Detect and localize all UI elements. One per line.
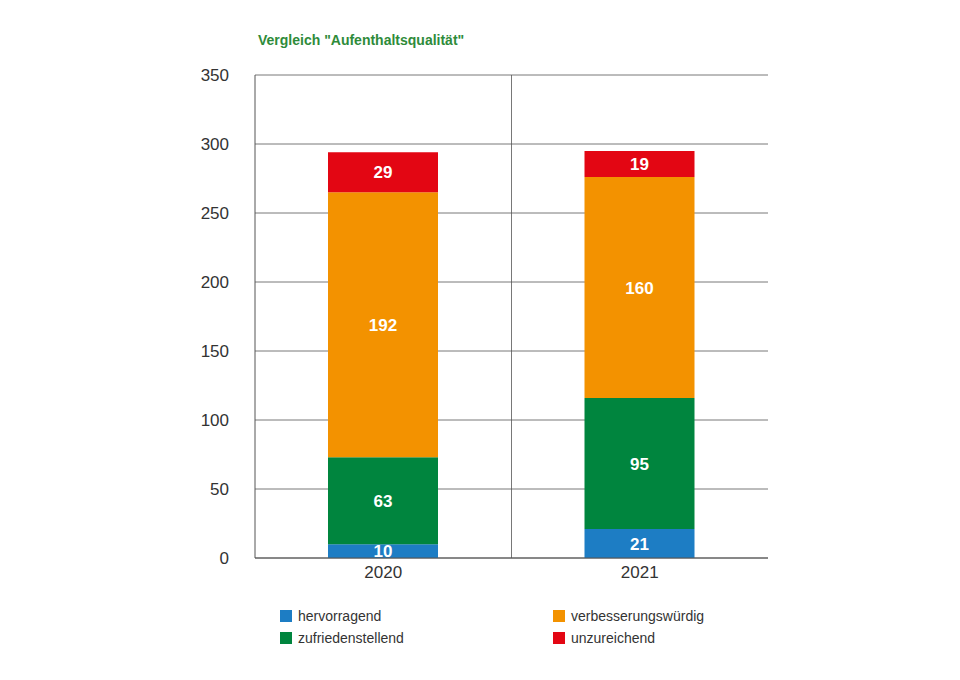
svg-text:100: 100 bbox=[201, 411, 229, 430]
html-text:zufriedenstellend: zufriedenstellend bbox=[298, 630, 404, 646]
svg-text:350: 350 bbox=[201, 66, 229, 85]
svg-text:95: 95 bbox=[630, 455, 649, 474]
svg-text:50: 50 bbox=[210, 480, 229, 499]
html-text:Vergleich "Aufenthaltsqualität: Vergleich "Aufenthaltsqualität" bbox=[258, 32, 465, 48]
svg-text:63: 63 bbox=[374, 492, 393, 511]
svg-text:10: 10 bbox=[374, 542, 393, 561]
svg-text:19: 19 bbox=[630, 155, 649, 174]
svg-text:2021: 2021 bbox=[621, 563, 659, 582]
html-text:unzureichend: unzureichend bbox=[571, 630, 656, 646]
svg-text:250: 250 bbox=[201, 204, 229, 223]
svg-text:0: 0 bbox=[220, 549, 229, 568]
html-text:hervorragend: hervorragend bbox=[298, 608, 382, 624]
svg-text:160: 160 bbox=[625, 279, 653, 298]
svg-text:21: 21 bbox=[630, 535, 649, 554]
svg-text:150: 150 bbox=[201, 342, 229, 361]
svg-text:2020: 2020 bbox=[364, 563, 402, 582]
svg-text:300: 300 bbox=[201, 135, 229, 154]
svg-text:200: 200 bbox=[201, 273, 229, 292]
svg-text:192: 192 bbox=[369, 316, 397, 335]
html-text:verbesserungswürdig: verbesserungswürdig bbox=[571, 608, 705, 624]
svg-text:29: 29 bbox=[374, 163, 393, 182]
